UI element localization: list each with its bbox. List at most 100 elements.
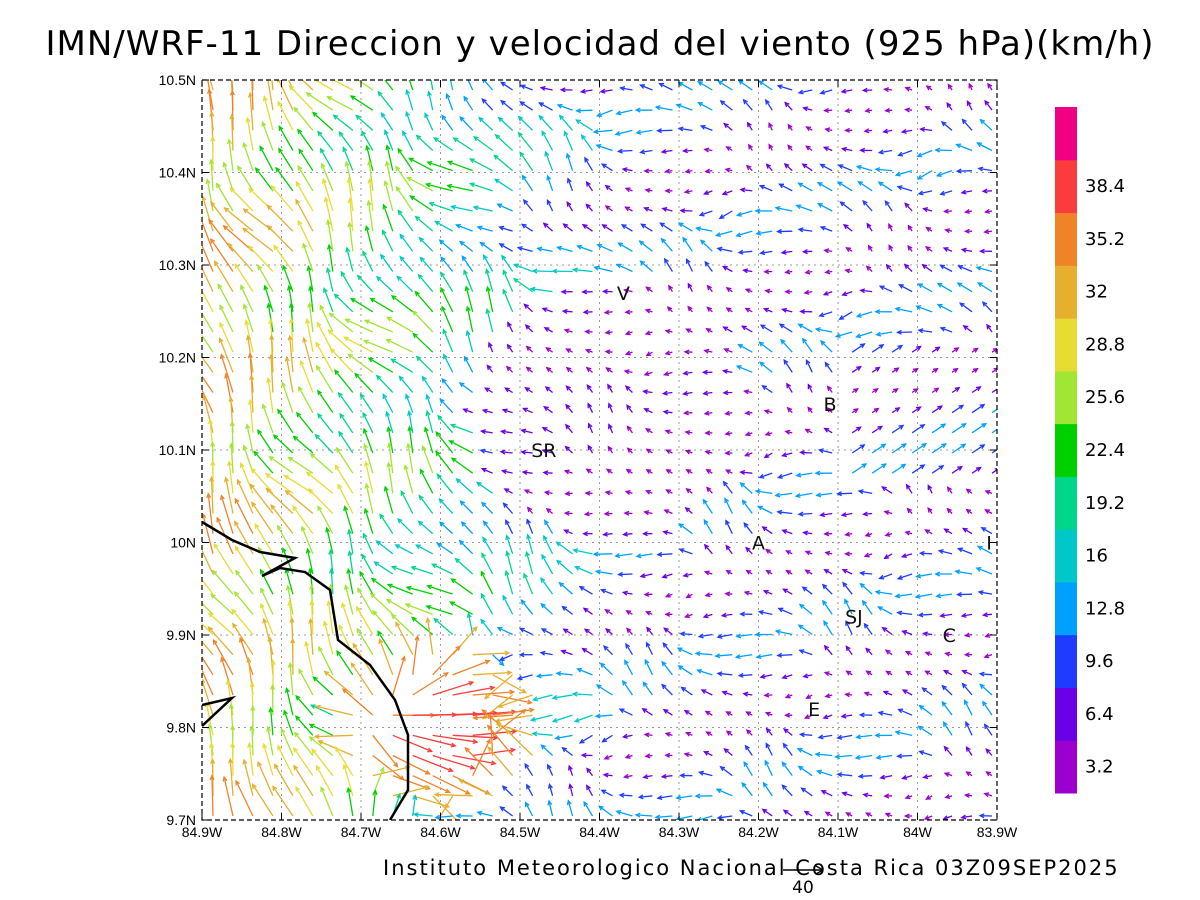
- wind-arrowhead: [743, 590, 750, 596]
- wind-arrow: [467, 80, 474, 91]
- wind-arrowhead: [504, 569, 510, 576]
- wind-arrowhead: [595, 684, 602, 690]
- wind-arrowhead: [547, 782, 553, 789]
- wind-arrowhead: [434, 814, 441, 820]
- wind-arrow: [543, 535, 554, 555]
- wind-arrowhead: [979, 683, 985, 689]
- wind-arrow: [676, 104, 693, 111]
- wind-arrowhead: [468, 158, 475, 164]
- wind-arrowhead: [197, 257, 201, 262]
- wind-arrowhead: [546, 174, 552, 181]
- wind-arrowhead: [859, 343, 866, 349]
- wind-arrow: [663, 391, 673, 395]
- wind-arrow: [786, 383, 793, 393]
- wind-arrowhead: [639, 260, 646, 266]
- wind-arrowhead: [584, 329, 591, 335]
- lon-tick-label: 84W: [903, 824, 933, 840]
- wind-arrow: [937, 304, 953, 313]
- wind-arrowhead: [861, 599, 868, 606]
- wind-arrowhead: [288, 84, 295, 91]
- wind-arrow: [285, 568, 294, 595]
- wind-arrow: [441, 115, 454, 131]
- wind-arrow: [298, 149, 314, 172]
- wind-arrowhead: [564, 445, 571, 452]
- wind-arrowhead: [994, 468, 997, 473]
- wind-arrow: [871, 443, 886, 454]
- wind-arrowhead: [748, 143, 753, 150]
- wind-arrowhead: [192, 343, 196, 348]
- wind-arrow: [472, 652, 509, 656]
- wind-arrow: [372, 790, 377, 817]
- wind-arrow: [391, 295, 414, 313]
- wind-arrowhead: [881, 486, 887, 492]
- wind-arrowhead: [604, 329, 611, 335]
- wind-arrow: [257, 265, 274, 292]
- wind-arrow: [782, 452, 793, 457]
- wind-arrow: [940, 613, 953, 617]
- wind-arrow: [480, 571, 494, 595]
- wind-arrow: [777, 85, 793, 91]
- wind-arrowhead: [826, 407, 833, 413]
- wind-arrowhead: [307, 567, 314, 574]
- wind-arrow: [542, 449, 553, 454]
- wind-arrowhead: [697, 633, 704, 639]
- wind-arrow: [616, 109, 633, 115]
- wind-arrowhead: [509, 689, 516, 695]
- wind-arrowhead: [701, 369, 708, 375]
- wind-arrowhead: [683, 752, 690, 758]
- wind-arrow: [936, 593, 953, 597]
- wind-arrowhead: [542, 470, 549, 476]
- wind-arrowhead: [819, 225, 826, 231]
- wind-arrow: [257, 761, 274, 797]
- wind-arrowhead: [799, 309, 806, 315]
- wind-arrowhead: [575, 119, 581, 125]
- wind-arrowhead: [500, 99, 506, 106]
- colorbar-segment: [1055, 107, 1077, 161]
- wind-arrowhead: [654, 814, 661, 820]
- wind-arrowhead: [519, 84, 526, 90]
- wind-arrow: [317, 131, 334, 151]
- wind-arrow: [315, 734, 353, 738]
- wind-arrow: [250, 375, 254, 413]
- wind-arrowhead: [587, 402, 593, 409]
- wind-arrowhead: [220, 494, 225, 501]
- wind-arrowhead: [884, 649, 891, 655]
- wind-arrow: [405, 603, 433, 615]
- wind-arrowhead: [663, 509, 670, 514]
- wind-arrowhead: [582, 531, 588, 537]
- wind-arrowhead: [784, 289, 791, 295]
- wind-arrowhead: [365, 144, 371, 151]
- wind-arrowhead: [286, 284, 292, 291]
- wind-arrow: [280, 728, 294, 756]
- wind-arrow: [798, 182, 813, 192]
- wind-arrowhead: [544, 519, 549, 526]
- wind-arrow: [891, 424, 904, 434]
- wind-arrow: [622, 680, 633, 696]
- wind-arrow: [568, 765, 574, 776]
- wind-arrowhead: [566, 799, 572, 806]
- wind-arrowhead: [975, 466, 982, 472]
- wind-arrowhead: [438, 521, 445, 527]
- wind-arrowhead: [449, 601, 455, 607]
- wind-arrow: [385, 411, 394, 434]
- wind-arrow: [851, 426, 861, 434]
- wind-arrow: [368, 179, 374, 212]
- colorbar-segment: [1055, 212, 1077, 266]
- wind-arrow: [676, 795, 693, 799]
- wind-arrowhead: [645, 489, 651, 495]
- wind-arrow: [362, 251, 374, 272]
- wind-arrow: [597, 109, 613, 117]
- wind-arrowhead: [972, 367, 979, 373]
- wind-arrow: [588, 423, 594, 434]
- wind-arrow: [472, 739, 491, 776]
- wind-arrowhead: [462, 408, 469, 413]
- wind-arrow: [722, 613, 733, 617]
- wind-arrowhead: [499, 429, 506, 435]
- wind-arrow: [519, 151, 534, 172]
- wind-arrowhead: [236, 478, 242, 485]
- wind-arrowhead: [383, 485, 389, 492]
- wind-arrow: [978, 167, 993, 172]
- coastline: [202, 520, 410, 820]
- wind-arrowhead: [958, 404, 965, 410]
- wind-arrowhead: [273, 763, 279, 769]
